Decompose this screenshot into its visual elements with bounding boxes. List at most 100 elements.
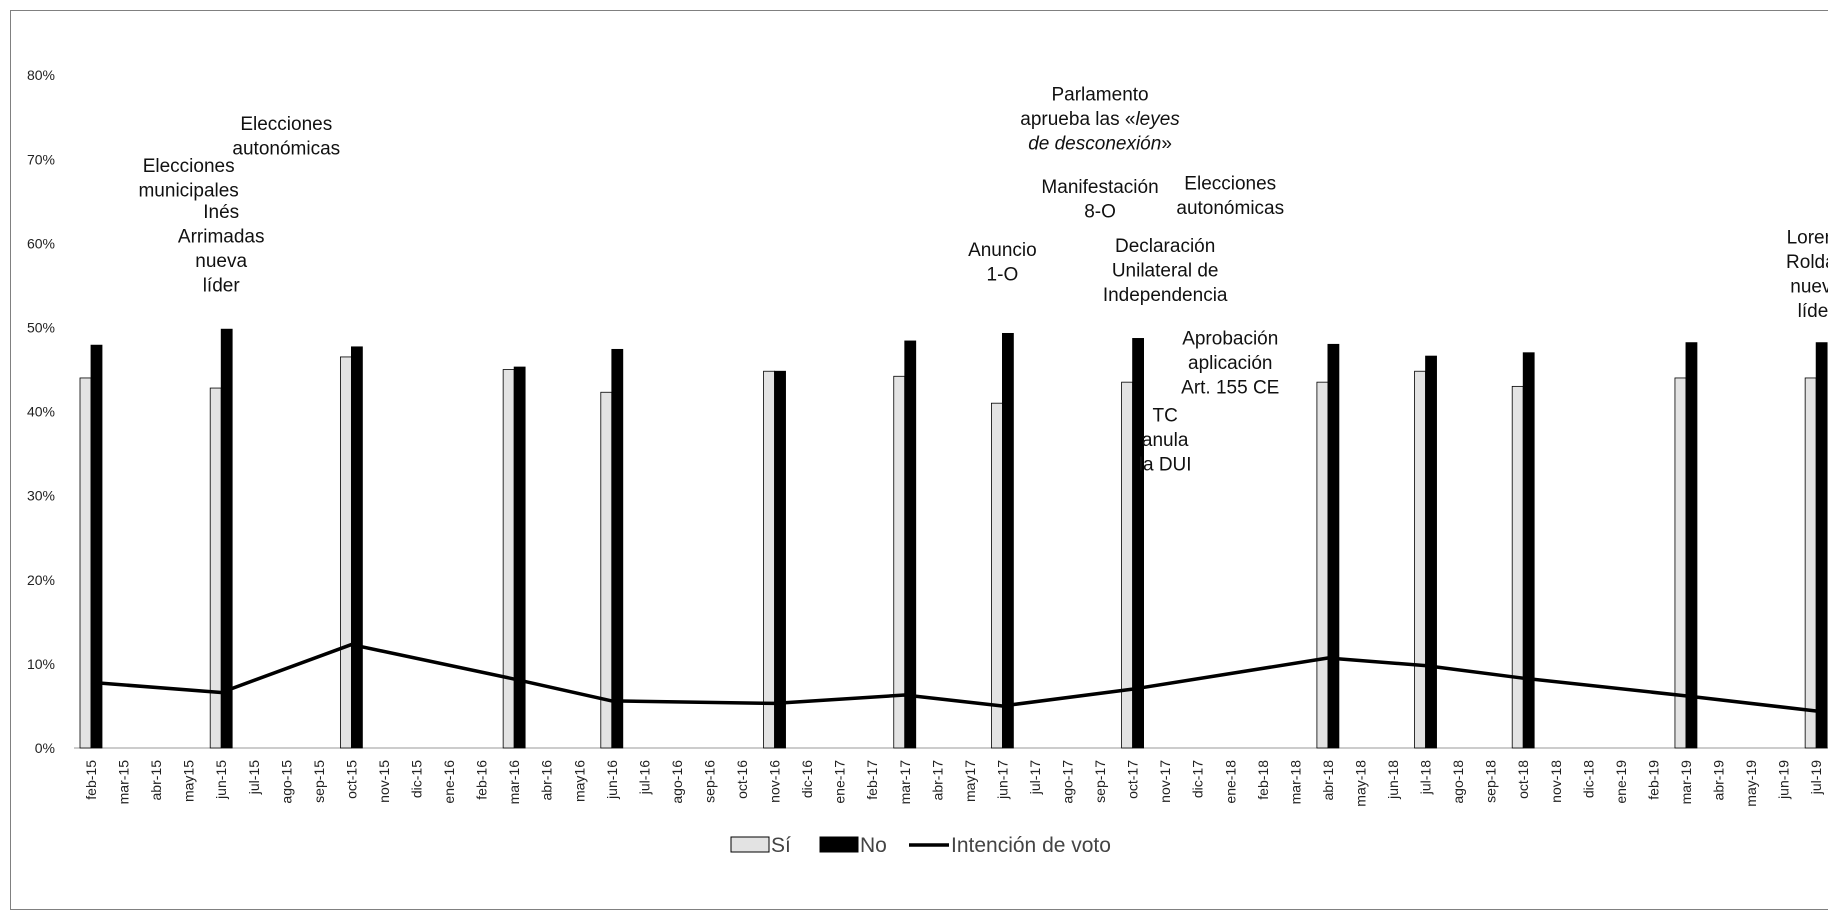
annotation-line: 8-O	[1084, 201, 1116, 222]
annotation-line: Unilateral de	[1112, 260, 1219, 281]
x-tick-label: ene-16	[441, 760, 457, 804]
bar-no	[611, 348, 624, 749]
legend-label: Intención de voto	[951, 834, 1111, 857]
annotation-line: Independencia	[1103, 285, 1228, 306]
x-tick-label: ago-18	[1450, 760, 1466, 804]
annotation-line: Anuncio	[968, 240, 1037, 261]
annotation-line: TC	[1152, 406, 1177, 427]
x-tick-label: ago-17	[1060, 760, 1076, 804]
x-tick-label: dic-18	[1580, 760, 1596, 798]
x-tick-label: dic-15	[409, 760, 425, 798]
x-tick-label: nov-15	[376, 760, 392, 803]
legend: Sí No Intención de voto	[730, 834, 1111, 857]
x-tick-label: jun-15	[213, 760, 229, 800]
annotation: Declaración Unilateral de Independencia	[1103, 236, 1228, 306]
bar-si	[1316, 381, 1329, 749]
y-tick-label: 0%	[35, 740, 55, 756]
x-tick-label: oct-17	[1125, 760, 1141, 799]
bar-si	[991, 402, 1003, 749]
x-tick-label: mar-17	[897, 760, 913, 805]
bar-no	[1522, 352, 1535, 749]
legend-label: No	[860, 834, 887, 857]
x-tick-label: nov-16	[767, 760, 783, 803]
annotation-line: Elecciones	[143, 156, 235, 177]
annotation: Lorena Roldán nueva líder	[1786, 227, 1828, 322]
x-tick-label: jul-16	[636, 760, 652, 795]
x-tick-label: mar-18	[1287, 760, 1303, 805]
bar-no	[1327, 343, 1340, 749]
bar-no	[220, 328, 233, 749]
annotation: Parlamento aprueba las «leyes de desconexi…	[1020, 84, 1180, 154]
bar-no	[774, 370, 786, 749]
x-tick-label: jul-17	[1027, 760, 1043, 795]
x-tick-label: jun-18	[1385, 760, 1401, 800]
vote-intention-chart: 0% 10% 20% 30% 40% 50% 60% 70% 80% feb-15 mar-15 ab…	[27, 67, 1828, 857]
bar-si	[1804, 377, 1817, 749]
bar-si	[1674, 377, 1687, 749]
x-tick-label: may16	[571, 760, 587, 802]
x-tick-label: oct-16	[734, 760, 750, 799]
vote-intention-line	[90, 642, 1817, 713]
x-tick-label: may17	[962, 760, 978, 802]
bar-si	[1511, 385, 1524, 749]
annotation: Anuncio 1-O	[968, 240, 1037, 286]
bar-no	[1815, 342, 1828, 749]
bar-no	[513, 366, 526, 749]
y-tick-label: 30%	[27, 488, 55, 504]
annotation-line: municipales	[138, 180, 238, 201]
annotation: TC anula la DUI	[1139, 406, 1192, 476]
bar-si	[502, 369, 515, 749]
x-tick-label: oct-15	[343, 760, 359, 799]
x-tick-label: ene-17	[832, 760, 848, 804]
bar-no	[1132, 338, 1144, 749]
x-tick-label: abr-17	[929, 760, 945, 801]
x-tick-label: mar-15	[116, 760, 132, 805]
x-tick-label: jun-16	[604, 760, 620, 800]
y-tick-label: 80%	[27, 67, 55, 83]
x-tick-label: feb-16	[474, 760, 490, 800]
bar-si	[893, 375, 906, 749]
annotation: Elecciones autonómicas	[1176, 174, 1284, 220]
legend-label: Sí	[771, 834, 791, 857]
x-tick-label: ago-15	[278, 760, 294, 804]
annotation-line: la DUI	[1139, 455, 1192, 476]
y-tick-label: 20%	[27, 572, 55, 588]
x-tick-label: nov-17	[1157, 760, 1173, 803]
x-tick-label: jul-15	[246, 760, 262, 795]
annotation-line: Roldán	[1786, 252, 1828, 273]
x-tick-label: ene-19	[1613, 760, 1629, 804]
annotation-line: Declaración	[1115, 236, 1215, 257]
x-tick-label: jun-19	[1776, 760, 1792, 800]
annotation-line: líder	[203, 276, 241, 297]
annotation: Aprobación aplicación Art. 155 CE	[1181, 328, 1279, 398]
x-tick-label: feb-17	[864, 760, 880, 800]
annotation-line: Lorena	[1787, 227, 1828, 248]
x-tick-label: ago-16	[669, 760, 685, 804]
bar-si	[600, 391, 613, 749]
x-tick-label: sep-16	[701, 760, 717, 803]
bar-no	[1425, 355, 1437, 749]
y-tick-label: 40%	[27, 404, 55, 420]
annotation-line: Aprobación	[1182, 328, 1278, 349]
bar-si	[1121, 381, 1133, 749]
x-tick-label: may15	[181, 760, 197, 802]
annotation-line: Art. 155 CE	[1181, 377, 1279, 398]
x-tick-label: abr-19	[1711, 760, 1727, 801]
annotation-line: Elecciones	[240, 114, 332, 135]
annotation-line: 1-O	[987, 265, 1019, 286]
annotation-line: aprueba las «leyes	[1020, 109, 1180, 130]
x-tick-label: feb-15	[83, 760, 99, 800]
x-tick-label: sep-15	[311, 760, 327, 803]
x-tick-label: dic-16	[799, 760, 815, 798]
x-tick-label: feb-18	[1255, 760, 1271, 800]
annotation: Manifestación 8-O	[1041, 177, 1158, 223]
bar-si	[339, 356, 352, 749]
annotation-line: líder	[1798, 301, 1828, 322]
annotation-line: Elecciones	[1184, 174, 1276, 195]
x-tick-label: jul-18	[1418, 760, 1434, 795]
annotation: Elecciones autonómicas	[232, 114, 340, 160]
x-tick-label: sep-18	[1483, 760, 1499, 803]
bar-no	[1685, 342, 1698, 749]
x-tick-label: nov-18	[1548, 760, 1564, 803]
x-tick-label: may-18	[1352, 760, 1368, 807]
